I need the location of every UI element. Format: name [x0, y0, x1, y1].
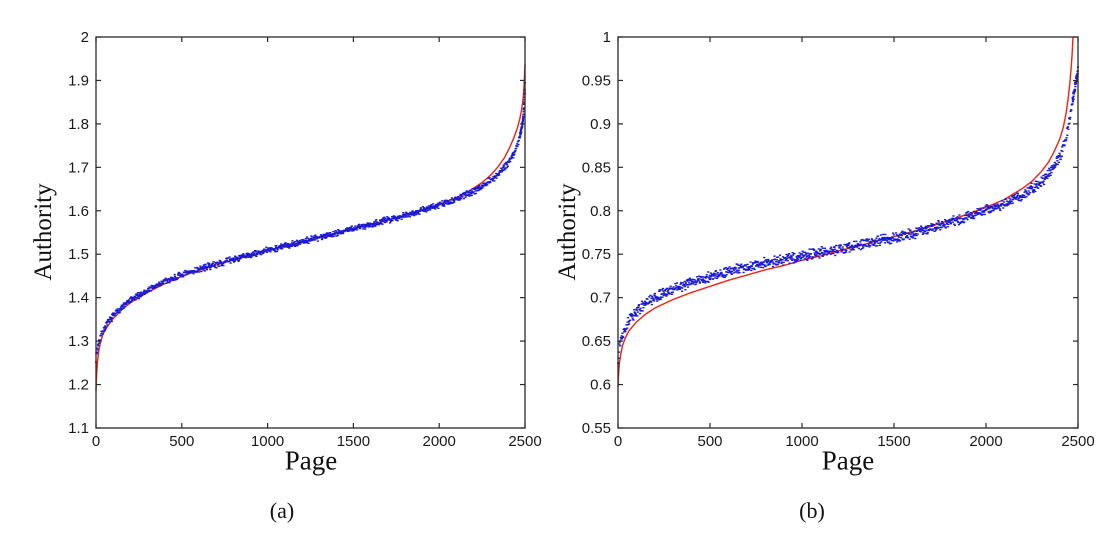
y-tick-label: 0.7	[590, 290, 611, 307]
ticks-b	[617, 36, 1079, 429]
fitted-curve-a	[95, 64, 526, 392]
y-tick-label: 0.65	[582, 333, 611, 350]
y-tick-label: 1.5	[68, 246, 89, 263]
x-tick-label: 1000	[785, 433, 818, 450]
chart-b-x-axis-label: Page	[821, 445, 875, 476]
x-tick-label: 500	[697, 433, 722, 450]
fitted-curve-b	[617, 36, 1074, 388]
x-tick-label: 2000	[423, 433, 456, 450]
y-tick-label: 0.8	[590, 203, 611, 220]
y-tick-label: 1.7	[68, 159, 89, 176]
series-group-a	[95, 64, 526, 392]
chart-a-x-axis-label: Page	[284, 445, 338, 476]
y-tick-label: 1.9	[68, 72, 89, 89]
authority-scatter-a	[95, 82, 526, 363]
y-tick-label: 0.75	[582, 246, 611, 263]
x-tick-label: 0	[92, 433, 100, 450]
chart-a-caption: (a)	[269, 498, 295, 523]
tick-labels-a: 0 500 1000 1500 2000 2500 1.1 1.2 1.3 1.4 1.5 1.6 1.…	[68, 29, 542, 450]
ticks-a	[95, 36, 526, 429]
chart-a: 0 500 1000 1500 2000 2500 1.1 1.2 1.3 1.4 1.5 1.6 1.…	[68, 29, 542, 450]
y-tick-label: 1.4	[68, 290, 89, 307]
y-tick-label: 0.95	[582, 72, 611, 89]
y-tick-label: 1.3	[68, 333, 89, 350]
y-tick-label: 0.85	[582, 159, 611, 176]
tick-labels-b: 0 500 1000 1500 2000 2500 0.55 0.6 0.65 0.7 0.75 0.…	[582, 29, 1095, 450]
y-tick-label: 2	[81, 29, 89, 46]
axes-box-a	[95, 36, 526, 429]
chart-a-y-axis-label: Authority	[30, 183, 57, 281]
x-tick-label: 2000	[969, 433, 1002, 450]
series-group-b	[617, 36, 1079, 388]
x-tick-label: 500	[169, 433, 194, 450]
y-tick-label: 0.55	[582, 420, 611, 437]
x-tick-label: 0	[614, 433, 622, 450]
x-tick-label: 1500	[337, 433, 370, 450]
x-tick-label: 2500	[1061, 433, 1094, 450]
x-tick-label: 1000	[251, 433, 284, 450]
x-tick-label: 1500	[877, 433, 910, 450]
y-tick-label: 1.8	[68, 116, 89, 133]
chart-b-y-axis-label: Authority	[554, 183, 581, 281]
y-tick-label: 0.9	[590, 116, 611, 133]
y-tick-label: 1.6	[68, 203, 89, 220]
axes-box-b	[617, 36, 1079, 429]
chart-b-caption: (b)	[799, 498, 825, 523]
y-tick-label: 0.6	[590, 377, 611, 394]
authority-scatter-b	[617, 66, 1079, 364]
y-tick-label: 1.1	[68, 420, 89, 437]
y-tick-label: 1	[603, 29, 611, 46]
chart-b: 0 500 1000 1500 2000 2500 0.55 0.6 0.65 0.7 0.75 0.…	[582, 29, 1095, 450]
y-tick-label: 1.2	[68, 377, 89, 394]
x-tick-label: 2500	[508, 433, 541, 450]
